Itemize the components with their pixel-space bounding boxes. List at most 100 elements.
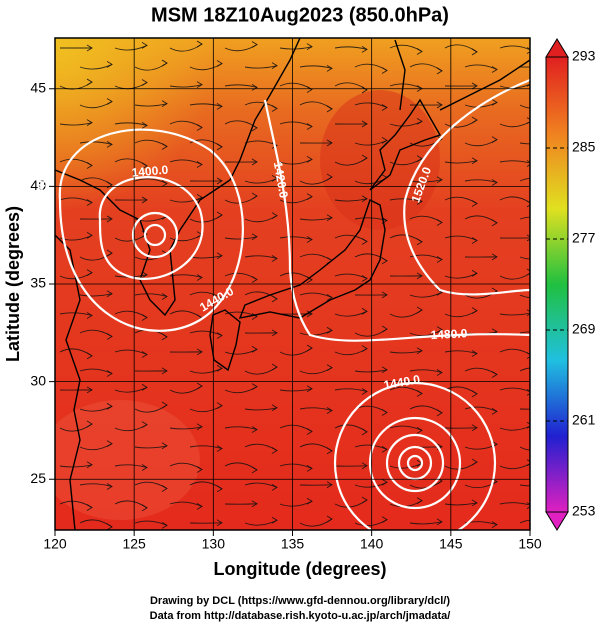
stream-arrow: [491, 219, 498, 227]
stream-arrow: [106, 333, 113, 340]
colorbar-tick-label: 269: [572, 321, 596, 337]
streamline: [499, 45, 530, 51]
stream-arrow: [471, 157, 478, 165]
stream-arrow: [416, 390, 423, 397]
stream-arrow: [361, 238, 368, 245]
stream-arrow: [491, 371, 498, 378]
streamline: [519, 367, 530, 372]
streamline: [389, 350, 423, 354]
stream-arrow: [271, 404, 278, 412]
stream-arrow: [216, 364, 223, 372]
streamline: [134, 178, 168, 184]
stream-arrow: [216, 519, 223, 527]
stream-arrow: [381, 516, 388, 524]
streamline: [79, 141, 113, 145]
stream-arrow: [141, 79, 148, 86]
footer-line: Drawing by DCL (https://www.gfd-dennou.o…: [150, 595, 450, 607]
stream-arrow: [471, 499, 478, 507]
stream-arrow: [547, 524, 552, 530]
stream-arrow: [491, 98, 498, 106]
stream-arrow: [271, 484, 278, 491]
stream-arrow: [306, 465, 313, 472]
stream-arrow: [526, 117, 530, 124]
stream-arrow: [361, 307, 368, 315]
stream-arrow: [436, 288, 443, 296]
y-tick-label: 30: [30, 372, 46, 388]
streamline: [114, 45, 148, 51]
stream-arrow: [271, 295, 278, 303]
x-tick-label: 135: [281, 536, 305, 552]
stream-arrow: [196, 382, 203, 390]
streamline: [499, 312, 530, 316]
stream-arrow: [471, 424, 478, 432]
streamline: [299, 217, 333, 221]
streamline: [279, 388, 313, 392]
stream-arrow: [361, 120, 368, 128]
stream-arrow: [106, 215, 113, 223]
streamline: [134, 445, 168, 449]
stream-arrow: [326, 105, 333, 113]
stream-arrow: [106, 249, 113, 257]
stream-arrow: [526, 47, 530, 54]
stream-arrow: [416, 497, 423, 505]
stream-arrow: [306, 310, 313, 318]
streamline: [79, 293, 113, 297]
streamline: [189, 445, 223, 449]
stream-arrow: [86, 386, 93, 394]
stream-arrow: [161, 367, 168, 375]
streamline: [519, 331, 530, 334]
stream-arrow: [106, 141, 113, 148]
stream-arrow: [381, 366, 388, 374]
stream-arrow: [141, 162, 148, 170]
stream-arrow: [361, 275, 368, 282]
stream-arrow: [106, 370, 113, 377]
stream-arrow: [416, 238, 423, 246]
stream-arrow: [141, 42, 148, 49]
stream-arrow: [161, 293, 168, 300]
stream-arrow: [251, 500, 258, 508]
stream-arrow: [271, 212, 278, 219]
contour-label: 1400.0: [131, 163, 169, 180]
streamline: [224, 84, 258, 88]
streamline: [134, 103, 168, 107]
stream-arrow: [381, 409, 388, 416]
stream-arrow: [251, 158, 258, 166]
footer-line: Data from http://database.rish.kyoto-u.a…: [150, 610, 451, 622]
stream-arrow: [86, 44, 93, 52]
stream-arrow: [361, 46, 368, 53]
stream-arrow: [141, 504, 148, 512]
stream-arrow: [436, 101, 443, 109]
stream-arrow: [436, 409, 443, 417]
stream-arrow: [306, 123, 313, 130]
streamline: [444, 160, 478, 164]
stream-arrow: [306, 43, 313, 51]
colorbar-tick-label: 253: [572, 503, 596, 519]
stream-arrow: [306, 428, 313, 435]
streamline: [169, 501, 203, 507]
streamline: [519, 256, 530, 260]
colorbar-extend: [545, 511, 569, 531]
stream-arrow: [436, 369, 443, 376]
streamline: [244, 255, 278, 259]
streamline: [114, 349, 148, 355]
stream-arrow: [161, 143, 168, 150]
streamline: [244, 407, 278, 411]
title: MSM 18Z10Aug2023 (850.0hPa): [151, 4, 449, 26]
streamline: [59, 197, 93, 203]
streamline: [279, 463, 313, 469]
streamline: [409, 179, 443, 183]
stream-arrow: [306, 236, 313, 243]
stream-arrow: [161, 485, 168, 492]
stream-arrow: [106, 402, 113, 410]
stream-arrow: [196, 503, 203, 510]
stream-arrow: [251, 41, 258, 48]
stream-arrow: [416, 272, 423, 280]
stream-arrow: [216, 103, 223, 110]
stream-arrow: [416, 427, 423, 434]
stream-arrow: [196, 466, 203, 473]
contour-label: 1420.0: [271, 161, 291, 200]
field: [55, 38, 552, 530]
stream-arrow: [381, 257, 388, 265]
stream-arrow: [141, 122, 148, 129]
